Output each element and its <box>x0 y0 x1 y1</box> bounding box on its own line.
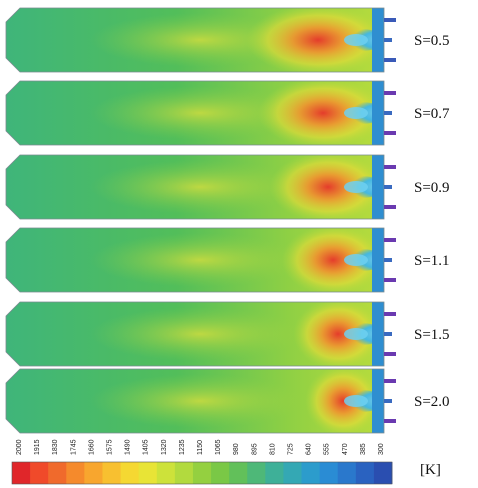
colorbar-tick-label: 1575 <box>107 439 114 455</box>
colorbar-swatch <box>301 462 321 484</box>
colorbar-tick-label: 895 <box>251 443 258 455</box>
colorbar-tick-label: 640 <box>306 443 313 455</box>
case-labels: S=0.5 S=0.7 S=0.9 S=1.1 S=1.5 S=2.0 <box>414 33 450 410</box>
colorbar-tick-label: 980 <box>233 443 240 455</box>
colorbar-swatch <box>211 462 230 484</box>
contour-panel <box>5 80 396 146</box>
colorbar-tick-label: 1915 <box>34 439 41 455</box>
colorbar-tick-label: 2000 <box>16 439 23 455</box>
colorbar-tick-label: 1830 <box>52 439 59 455</box>
colorbar-swatch <box>337 462 357 484</box>
colorbar-tick-label: 385 <box>360 443 367 455</box>
case-label: S=1.1 <box>414 253 450 269</box>
colorbar-tick-label: 555 <box>324 443 331 455</box>
colorbar-tick-label: 1235 <box>179 439 186 455</box>
contour-panels <box>5 7 396 434</box>
colorbar-swatch <box>265 462 284 484</box>
colorbar-tick-label: 1320 <box>161 439 168 455</box>
colorbar-tick-label: 1150 <box>197 440 204 455</box>
case-label: S=0.9 <box>414 180 450 196</box>
colorbar-swatch <box>355 462 375 484</box>
case-label: S=0.7 <box>414 106 450 122</box>
case-label: S=2.0 <box>414 394 450 410</box>
colorbar-swatch <box>30 462 49 484</box>
temperature-colorbar: 2000 1915 1830 1745 1660 1575 1490 1405 1320 1235… <box>11 439 393 485</box>
colorbar-swatch <box>84 462 103 484</box>
colorbar-tick-label: 470 <box>342 443 349 455</box>
case-label: S=0.5 <box>414 33 450 49</box>
contour-panel <box>5 301 396 367</box>
colorbar-tick-label: 1660 <box>88 439 95 455</box>
colorbar-tick-label: 725 <box>287 443 294 455</box>
colorbar-swatch <box>373 462 393 484</box>
contour-panel <box>5 368 396 434</box>
colorbar-swatch <box>319 462 339 484</box>
colorbar-tick-label: 1745 <box>70 439 77 455</box>
colorbar-unit-label: [K] <box>420 462 441 478</box>
colorbar-tick-label: 1065 <box>215 439 222 455</box>
colorbar-swatch <box>229 462 248 484</box>
contour-panel <box>5 154 396 220</box>
colorbar-swatch <box>120 462 140 484</box>
case-label: S=1.5 <box>414 327 450 343</box>
colorbar-tick-label: 1490 <box>125 439 132 455</box>
colorbar-swatch <box>156 462 176 484</box>
colorbar-swatch <box>12 462 31 484</box>
colorbar-swatch <box>174 462 194 484</box>
colorbar-tick-label: 1405 <box>143 439 150 455</box>
colorbar-swatch <box>138 462 158 484</box>
colorbar-swatch <box>192 462 212 484</box>
colorbar-tick-label: 810 <box>269 443 276 455</box>
colorbar-swatch <box>48 462 67 484</box>
colorbar-swatch <box>247 462 266 484</box>
colorbar-swatch <box>283 462 302 484</box>
colorbar-swatch <box>102 462 121 484</box>
contour-panel <box>5 227 396 293</box>
colorbar-tick-label: 300 <box>378 443 385 455</box>
contour-panel <box>5 7 396 73</box>
colorbar-swatch <box>66 462 85 484</box>
